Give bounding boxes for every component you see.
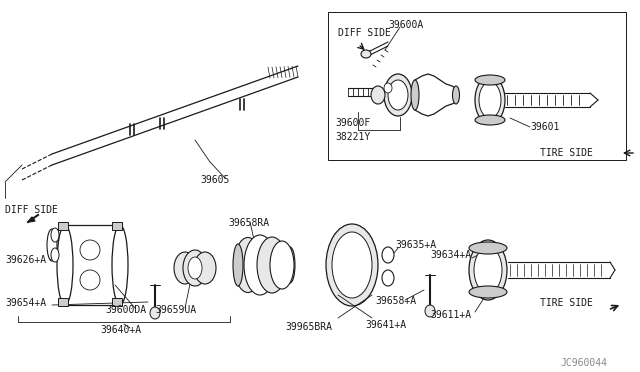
Ellipse shape xyxy=(411,80,419,110)
Ellipse shape xyxy=(475,76,505,124)
Text: JC960044: JC960044 xyxy=(560,358,607,368)
Ellipse shape xyxy=(188,257,202,279)
Ellipse shape xyxy=(326,224,378,306)
Bar xyxy=(65,225,120,305)
Ellipse shape xyxy=(469,242,507,254)
Ellipse shape xyxy=(174,252,196,284)
Ellipse shape xyxy=(194,252,216,284)
Ellipse shape xyxy=(382,270,394,286)
Ellipse shape xyxy=(183,250,207,286)
Text: 39658+A: 39658+A xyxy=(375,296,416,306)
Text: 39600A: 39600A xyxy=(388,20,423,30)
Ellipse shape xyxy=(469,240,507,300)
Ellipse shape xyxy=(384,83,392,93)
Bar xyxy=(112,298,122,306)
Ellipse shape xyxy=(475,75,505,85)
Text: 39641+A: 39641+A xyxy=(365,320,406,330)
Ellipse shape xyxy=(257,237,287,293)
Bar xyxy=(328,12,626,160)
Ellipse shape xyxy=(384,74,412,116)
Text: 39965BRA: 39965BRA xyxy=(285,322,332,332)
Ellipse shape xyxy=(474,247,502,293)
Bar xyxy=(58,298,68,306)
Text: DIFF SIDE: DIFF SIDE xyxy=(338,28,391,38)
Bar xyxy=(112,222,122,230)
Bar xyxy=(58,222,68,230)
Text: 38221Y: 38221Y xyxy=(335,132,371,142)
Ellipse shape xyxy=(475,115,505,125)
Text: 39659UA: 39659UA xyxy=(155,305,196,315)
Text: 39658RA: 39658RA xyxy=(228,218,269,228)
Text: 39600DA: 39600DA xyxy=(105,305,146,315)
Text: 39605: 39605 xyxy=(200,175,229,185)
Ellipse shape xyxy=(51,248,59,262)
Text: 39611+A: 39611+A xyxy=(430,310,471,320)
Ellipse shape xyxy=(47,229,57,261)
Ellipse shape xyxy=(452,86,460,104)
Polygon shape xyxy=(28,217,35,222)
Text: 39626+A: 39626+A xyxy=(5,255,46,265)
Ellipse shape xyxy=(57,225,73,305)
Text: 39640+A: 39640+A xyxy=(100,325,141,335)
Ellipse shape xyxy=(332,232,372,298)
Ellipse shape xyxy=(388,80,408,110)
Ellipse shape xyxy=(270,241,294,289)
Ellipse shape xyxy=(285,247,295,283)
Text: TIRE SIDE: TIRE SIDE xyxy=(540,298,593,308)
Text: TIRE SIDE: TIRE SIDE xyxy=(540,148,593,158)
Ellipse shape xyxy=(80,240,100,260)
Ellipse shape xyxy=(80,270,100,290)
Ellipse shape xyxy=(112,225,128,305)
Text: 39600F: 39600F xyxy=(335,118,371,128)
Ellipse shape xyxy=(479,82,501,118)
Text: 39601: 39601 xyxy=(530,122,559,132)
Ellipse shape xyxy=(469,286,507,298)
Text: 39654+A: 39654+A xyxy=(5,298,46,308)
Text: 39634+A: 39634+A xyxy=(430,250,471,260)
Ellipse shape xyxy=(371,86,385,104)
Ellipse shape xyxy=(361,50,371,58)
Ellipse shape xyxy=(425,305,435,317)
Ellipse shape xyxy=(233,244,243,286)
Ellipse shape xyxy=(244,235,276,295)
Ellipse shape xyxy=(382,247,394,263)
Text: 39635+A: 39635+A xyxy=(395,240,436,250)
Ellipse shape xyxy=(51,228,59,242)
Ellipse shape xyxy=(150,307,160,319)
Ellipse shape xyxy=(234,237,262,292)
Text: DIFF SIDE: DIFF SIDE xyxy=(5,205,58,215)
